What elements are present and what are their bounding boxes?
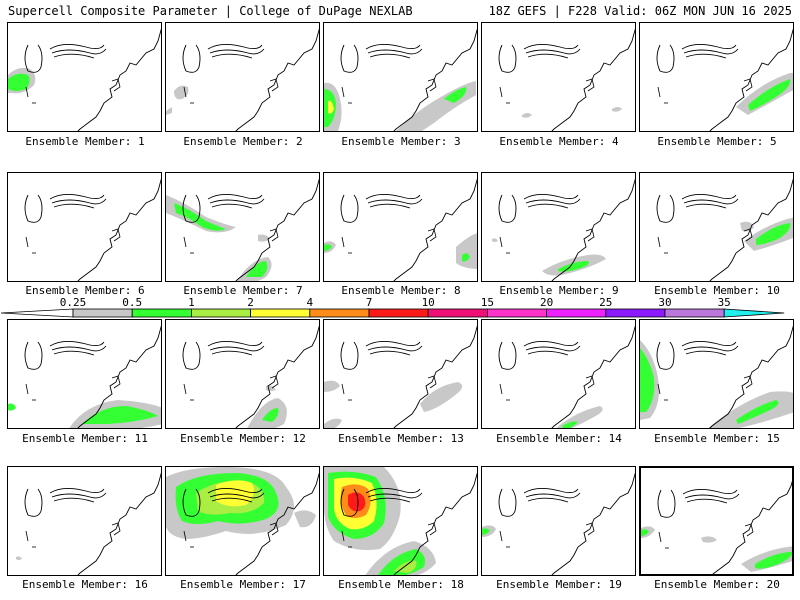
colorbar-segment xyxy=(486,308,547,318)
ensemble-member-label: Ensemble Member: 7 xyxy=(183,284,303,297)
ensemble-member-label: Ensemble Member: 11 xyxy=(22,432,148,445)
member-map xyxy=(656,178,793,281)
colorbar-tick-label: 20 xyxy=(539,296,554,309)
ensemble-member-label: Ensemble Member: 12 xyxy=(180,432,306,445)
ensemble-member-panel-18 xyxy=(323,466,478,576)
member-map xyxy=(24,178,161,281)
colorbar-segment xyxy=(72,308,133,318)
ensemble-member-panel-4 xyxy=(481,22,636,132)
ensemble-member-panel-5 xyxy=(639,22,794,132)
ensemble-member-panel-14 xyxy=(481,319,636,429)
colorbar-segment xyxy=(131,308,192,318)
member-map xyxy=(8,325,161,428)
ensemble-member-label: Ensemble Member: 15 xyxy=(654,432,780,445)
member-map xyxy=(166,28,319,131)
ensemble-member-label: Ensemble Member: 20 xyxy=(654,578,780,591)
colorbar-tick-label: 2 xyxy=(247,296,254,309)
ensemble-member-label: Ensemble Member: 17 xyxy=(180,578,306,591)
member-map xyxy=(641,480,792,574)
ensemble-member-label: Ensemble Member: 8 xyxy=(341,284,461,297)
ensemble-member-panel-6 xyxy=(7,172,162,282)
ensemble-member-panel-13 xyxy=(323,319,478,429)
ensemble-member-panel-20 xyxy=(639,466,794,576)
ensemble-member-panel-16 xyxy=(7,466,162,576)
colorbar-segment xyxy=(250,308,311,318)
ensemble-member-label: Ensemble Member: 13 xyxy=(338,432,464,445)
ensemble-member-panel-9 xyxy=(481,172,636,282)
ensemble-member-panel-12 xyxy=(165,319,320,429)
member-map xyxy=(182,325,319,428)
ensemble-member-label: Ensemble Member: 16 xyxy=(22,578,148,591)
colorbar-segment xyxy=(368,308,429,318)
member-map xyxy=(324,28,477,131)
ensemble-member-label: Ensemble Member: 14 xyxy=(496,432,622,445)
ensemble-member-panel-10 xyxy=(639,172,794,282)
member-map xyxy=(166,467,319,575)
colorbar-segment xyxy=(427,308,488,318)
member-map xyxy=(498,325,635,428)
colorbar-max-arrow xyxy=(723,308,785,318)
ensemble-member-label: Ensemble Member: 19 xyxy=(496,578,622,591)
member-map xyxy=(640,325,793,428)
ensemble-member-label: Ensemble Member: 18 xyxy=(338,578,464,591)
colorbar-segment xyxy=(605,308,666,318)
member-map xyxy=(482,472,635,575)
ensemble-member-panel-3 xyxy=(323,22,478,132)
header-run-info: 18Z GEFS | F228 Valid: 06Z MON JUN 16 20… xyxy=(488,4,792,18)
colorbar-tick-label: 10 xyxy=(421,296,435,309)
ensemble-member-panel-2 xyxy=(165,22,320,132)
colorbar-tick-label: 30 xyxy=(658,296,672,309)
member-map xyxy=(498,28,635,131)
colorbar-tick-label: 0.25 xyxy=(59,296,87,309)
member-map xyxy=(8,28,161,131)
ensemble-member-panel-17 xyxy=(165,466,320,576)
member-map xyxy=(656,28,793,131)
member-map xyxy=(492,178,635,281)
ensemble-member-panel-19 xyxy=(481,466,636,576)
ensemble-member-label: Ensemble Member: 6 xyxy=(25,284,145,297)
ensemble-member-label: Ensemble Member: 1 xyxy=(25,135,145,148)
colorbar-segment xyxy=(664,308,725,318)
colorbar-tick-label: 25 xyxy=(599,296,613,309)
header-title: Supercell Composite Parameter | College … xyxy=(8,4,413,18)
colorbar-min-arrow xyxy=(0,308,74,318)
member-map xyxy=(324,325,477,428)
ensemble-member-label: Ensemble Member: 2 xyxy=(183,135,303,148)
ensemble-member-panel-11 xyxy=(7,319,162,429)
ensemble-member-panel-7 xyxy=(165,172,320,282)
colorbar-tick-label: 35 xyxy=(717,296,731,309)
ensemble-member-label: Ensemble Member: 5 xyxy=(657,135,777,148)
colorbar-tick-label: 1 xyxy=(188,296,195,309)
ensemble-member-label: Ensemble Member: 3 xyxy=(341,135,461,148)
colorbar-tick-label: 15 xyxy=(480,296,495,309)
colorbar-tick-label: 0.5 xyxy=(122,296,143,309)
colorbar-tick-label: 4 xyxy=(306,296,314,309)
colorbar-segment xyxy=(546,308,607,318)
member-map xyxy=(324,178,477,281)
ensemble-member-panel-1 xyxy=(7,22,162,132)
colorbar xyxy=(0,308,785,318)
ensemble-member-label: Ensemble Member: 4 xyxy=(499,135,619,148)
ensemble-member-label: Ensemble Member: 10 xyxy=(654,284,780,297)
member-map xyxy=(16,472,161,575)
colorbar-segment xyxy=(190,308,251,318)
member-map xyxy=(166,178,319,281)
ensemble-member-label: Ensemble Member: 9 xyxy=(499,284,619,297)
ensemble-member-panel-8 xyxy=(323,172,478,282)
member-map xyxy=(324,467,477,575)
colorbar-segment xyxy=(309,308,370,318)
ensemble-member-panel-15 xyxy=(639,319,794,429)
colorbar-tick-label: 7 xyxy=(365,296,373,309)
